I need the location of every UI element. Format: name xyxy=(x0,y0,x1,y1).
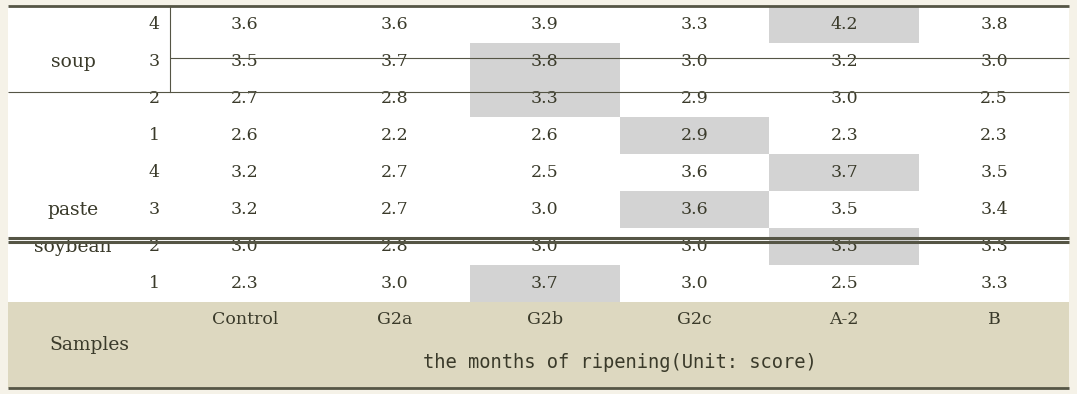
Text: 2.6: 2.6 xyxy=(232,127,258,144)
Text: 2.6: 2.6 xyxy=(531,127,558,144)
Text: G2b: G2b xyxy=(527,310,562,327)
Text: 2.7: 2.7 xyxy=(381,201,408,218)
Bar xyxy=(470,302,619,336)
Bar xyxy=(470,43,619,80)
Text: 2.2: 2.2 xyxy=(381,127,408,144)
Bar xyxy=(619,117,769,154)
Text: 4: 4 xyxy=(149,164,159,181)
Bar xyxy=(320,302,470,336)
Text: soup: soup xyxy=(51,52,96,71)
Text: 3.5: 3.5 xyxy=(830,238,858,255)
Text: 3.0: 3.0 xyxy=(681,53,709,70)
Text: the months of ripening(Unit: score): the months of ripening(Unit: score) xyxy=(422,353,816,372)
Text: 3.0: 3.0 xyxy=(381,275,408,292)
Bar xyxy=(170,302,320,336)
Text: 2.5: 2.5 xyxy=(531,164,559,181)
Text: 3.5: 3.5 xyxy=(232,53,258,70)
Text: 3.8: 3.8 xyxy=(531,53,558,70)
Text: 3.4: 3.4 xyxy=(980,201,1008,218)
Text: 3.0: 3.0 xyxy=(830,90,858,107)
Text: 3.6: 3.6 xyxy=(681,164,709,181)
Bar xyxy=(769,228,919,265)
Text: 3.3: 3.3 xyxy=(980,238,1008,255)
Text: 3.3: 3.3 xyxy=(980,275,1008,292)
Text: 3.8: 3.8 xyxy=(980,16,1008,33)
Text: 2.9: 2.9 xyxy=(681,127,709,144)
Text: 3.0: 3.0 xyxy=(232,238,258,255)
Text: 3.7: 3.7 xyxy=(381,53,408,70)
Text: 3.3: 3.3 xyxy=(681,16,709,33)
Text: 3.5: 3.5 xyxy=(980,164,1008,181)
Text: 3.2: 3.2 xyxy=(830,53,858,70)
Text: 3: 3 xyxy=(149,53,159,70)
Text: 2.3: 2.3 xyxy=(980,127,1008,144)
Text: 2.5: 2.5 xyxy=(980,90,1008,107)
Text: A-2: A-2 xyxy=(829,310,859,327)
Text: 3.9: 3.9 xyxy=(531,16,559,33)
Text: 3.7: 3.7 xyxy=(830,164,858,181)
Text: 3: 3 xyxy=(149,201,159,218)
Text: 3.7: 3.7 xyxy=(531,275,559,292)
Text: 3.0: 3.0 xyxy=(681,275,709,292)
Text: Control: Control xyxy=(212,310,278,327)
Text: 2.8: 2.8 xyxy=(381,90,408,107)
Text: paste: paste xyxy=(47,201,99,219)
Text: 3.2: 3.2 xyxy=(232,164,258,181)
Text: 3.0: 3.0 xyxy=(531,238,558,255)
Text: 2: 2 xyxy=(149,90,159,107)
Text: 1: 1 xyxy=(149,127,159,144)
Text: 3.6: 3.6 xyxy=(681,201,709,218)
Text: 3.6: 3.6 xyxy=(381,16,408,33)
Bar xyxy=(919,302,1069,336)
Bar xyxy=(769,302,919,336)
Text: 2.9: 2.9 xyxy=(681,90,709,107)
Text: 3.6: 3.6 xyxy=(232,16,258,33)
Bar xyxy=(8,302,170,388)
Text: 2.7: 2.7 xyxy=(232,90,258,107)
Bar xyxy=(769,154,919,191)
Bar xyxy=(769,6,919,43)
Text: 4.2: 4.2 xyxy=(830,16,858,33)
Text: 2.5: 2.5 xyxy=(830,275,858,292)
Text: Samples: Samples xyxy=(48,336,129,354)
Text: soybean: soybean xyxy=(34,238,112,255)
Bar xyxy=(470,265,619,302)
Bar xyxy=(8,6,1069,302)
Text: B: B xyxy=(988,310,1001,327)
Text: 2.7: 2.7 xyxy=(381,164,408,181)
Bar xyxy=(470,80,619,117)
Text: 2.3: 2.3 xyxy=(830,127,858,144)
Text: 3.5: 3.5 xyxy=(830,201,858,218)
Text: 4: 4 xyxy=(149,16,159,33)
Text: 3.3: 3.3 xyxy=(531,90,559,107)
Text: 2: 2 xyxy=(149,238,159,255)
Text: 3.2: 3.2 xyxy=(232,201,258,218)
Text: 2.3: 2.3 xyxy=(232,275,258,292)
Bar xyxy=(170,336,1069,388)
Text: 3.0: 3.0 xyxy=(681,238,709,255)
Text: 1: 1 xyxy=(149,275,159,292)
Text: G2a: G2a xyxy=(377,310,412,327)
Bar xyxy=(619,191,769,228)
Text: 3.0: 3.0 xyxy=(980,53,1008,70)
Text: G2c: G2c xyxy=(677,310,712,327)
Text: 2.8: 2.8 xyxy=(381,238,408,255)
Text: 3.0: 3.0 xyxy=(531,201,558,218)
Bar xyxy=(619,302,769,336)
